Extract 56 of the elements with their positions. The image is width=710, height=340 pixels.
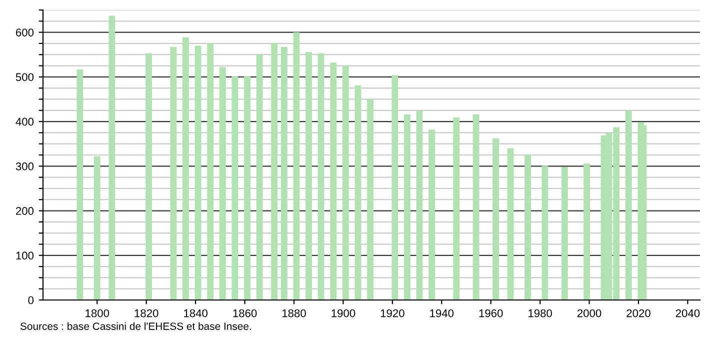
bar <box>367 99 374 300</box>
x-tick-label: 2020 <box>626 309 650 318</box>
bar <box>561 167 568 300</box>
x-tick-label: 1820 <box>134 309 158 318</box>
bar <box>318 53 324 300</box>
bar <box>428 130 435 300</box>
bar <box>256 54 263 300</box>
bar <box>271 43 278 300</box>
bar <box>416 110 423 300</box>
source-note: Sources : base Cassini de l'EHESS et base Insee. <box>20 322 251 330</box>
x-tick-label: 1980 <box>528 309 552 318</box>
bar <box>219 67 226 300</box>
x-tick-label: 1920 <box>380 309 404 318</box>
y-tick-label: 600 <box>16 28 34 36</box>
bar <box>404 114 410 300</box>
x-tick-label: 1840 <box>184 309 208 318</box>
bar <box>170 47 177 300</box>
x-tick-label: 1800 <box>86 309 110 318</box>
x-tick-label: 1900 <box>332 309 356 318</box>
bar <box>342 66 349 300</box>
bar <box>625 110 632 300</box>
y-tick-label: 500 <box>16 73 34 82</box>
bar <box>146 53 152 300</box>
bar <box>194 46 202 300</box>
bar <box>94 156 100 300</box>
bar <box>542 166 548 300</box>
bar <box>584 163 590 300</box>
bar <box>244 76 250 300</box>
x-tick-label: 1880 <box>282 309 306 318</box>
bar <box>182 37 189 300</box>
bar <box>392 75 398 300</box>
x-tick-label: 1940 <box>430 309 454 318</box>
bar <box>293 32 300 300</box>
y-tick-label: 100 <box>16 252 34 260</box>
y-tick-label: 400 <box>16 118 34 126</box>
bar <box>207 43 214 300</box>
x-tick-label: 2000 <box>577 309 602 318</box>
y-tick-label: 300 <box>16 162 34 170</box>
y-tick-label: 0 <box>28 296 34 304</box>
y-tick-label: 200 <box>16 207 34 215</box>
bar <box>280 47 288 300</box>
x-tick-label: 2040 <box>676 309 700 318</box>
x-tick-label: 1860 <box>233 309 257 318</box>
bar <box>76 69 84 300</box>
bar <box>232 76 238 300</box>
bar <box>453 118 460 300</box>
x-tick-label: 1960 <box>479 309 503 318</box>
bar <box>108 16 116 300</box>
bar <box>507 148 514 300</box>
bar <box>524 154 531 300</box>
bar <box>472 114 480 300</box>
bar <box>492 138 499 300</box>
bar <box>306 52 312 300</box>
bar <box>354 85 362 300</box>
bar <box>638 122 644 300</box>
bar <box>330 62 337 300</box>
